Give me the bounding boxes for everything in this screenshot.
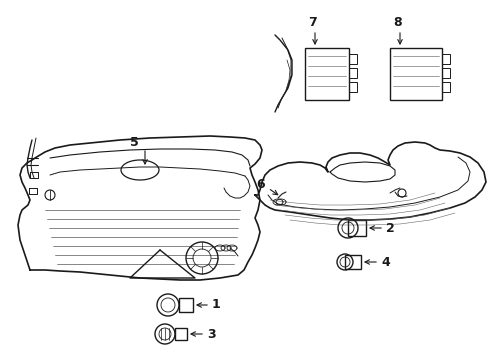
Text: 6: 6 xyxy=(256,177,264,190)
Text: 1: 1 xyxy=(212,298,220,311)
Text: 7: 7 xyxy=(307,15,316,28)
Text: 8: 8 xyxy=(392,15,401,28)
Text: 2: 2 xyxy=(385,221,394,234)
Text: 5: 5 xyxy=(130,135,139,149)
Text: 4: 4 xyxy=(380,256,389,269)
Text: 3: 3 xyxy=(206,328,215,341)
